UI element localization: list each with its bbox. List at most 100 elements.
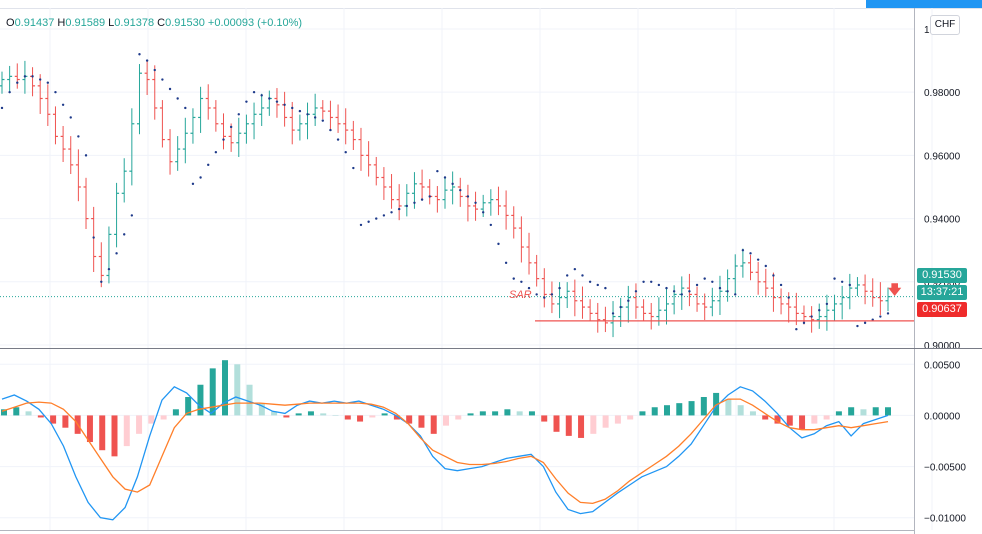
- top-toolbar: [0, 0, 982, 9]
- sar-dot: [558, 286, 561, 290]
- macd-line: [1, 386, 889, 521]
- sar-dot: [833, 277, 836, 280]
- y-tick-label: 0.90000: [924, 341, 961, 352]
- sar-dot: [306, 113, 309, 116]
- sar-dot: [275, 100, 279, 103]
- macd-histogram-bar: [885, 407, 891, 416]
- sar-dot: [161, 78, 164, 81]
- macd-histogram-bar: [443, 415, 449, 426]
- macd-histogram-bar: [418, 415, 425, 428]
- macd-histogram-bar: [835, 411, 842, 416]
- macd-histogram-bar: [811, 415, 818, 424]
- macd-histogram-bar: [848, 407, 855, 416]
- sar-dot: [863, 321, 867, 325]
- sar-dot: [718, 286, 722, 290]
- sar-dot: [145, 59, 149, 62]
- sar-dot: [657, 283, 661, 287]
- sar-dot: [680, 293, 683, 296]
- sar-dot: [321, 119, 324, 122]
- macd-histogram-bar: [25, 411, 32, 416]
- macd-histogram-bar: [528, 411, 535, 416]
- macd-histogram-bar: [799, 415, 806, 430]
- sar-dot: [726, 290, 729, 293]
- sar-dot: [779, 283, 783, 287]
- sar-dot: [107, 267, 111, 271]
- macd-histogram-bar: [762, 415, 769, 420]
- countdown-tag: 13:37:21: [917, 285, 967, 300]
- sar-dot: [634, 290, 638, 293]
- sar-dot: [329, 128, 332, 132]
- macd-histogram-bar: [676, 403, 683, 416]
- sar-dot: [527, 286, 531, 290]
- macd-histogram-bar: [749, 411, 756, 416]
- macd-histogram-bar: [492, 411, 499, 416]
- macd-histogram-bar: [516, 411, 523, 416]
- macd-histogram-bar: [320, 413, 327, 416]
- macd-histogram-bar: [651, 407, 658, 416]
- sar-dot: [16, 81, 19, 84]
- sar-dot: [283, 103, 286, 107]
- sar-dot: [848, 283, 852, 287]
- sar-dot: [176, 97, 179, 100]
- macd-histogram-bar: [283, 415, 290, 418]
- sar-dot: [23, 75, 27, 78]
- sar-dot: [69, 116, 72, 119]
- low-key: L: [108, 17, 115, 29]
- macd-histogram-bar: [172, 409, 179, 416]
- sar-dot: [550, 293, 554, 296]
- sar-dot: [207, 163, 210, 167]
- close-key: C: [157, 17, 166, 29]
- sar-dot: [77, 135, 80, 138]
- sar-dot: [466, 195, 470, 198]
- macd-histogram-bar: [455, 415, 462, 420]
- macd-histogram-bar: [590, 415, 597, 434]
- y-tick-label: 0.94000: [924, 215, 961, 226]
- sar-dot: [879, 315, 882, 318]
- macd-histogram-bar: [700, 397, 707, 416]
- last-price-tag: 0.91530: [917, 268, 967, 283]
- sar-dot: [688, 290, 691, 293]
- change-value: +0.00093 (+0.10%): [207, 17, 303, 29]
- macd-histogram-bar: [467, 413, 474, 416]
- sar-dot: [382, 214, 386, 217]
- sar-dot: [100, 280, 103, 283]
- toolbar-highlight[interactable]: [866, 0, 982, 8]
- sar-dot: [0, 106, 4, 110]
- macd-histogram-bar: [332, 415, 339, 416]
- macd-histogram-bar: [406, 415, 413, 424]
- sar-dot: [31, 75, 34, 78]
- sar-dot: [611, 312, 615, 315]
- sar-dot: [886, 312, 890, 315]
- macd-histogram-bar: [307, 411, 314, 416]
- sar-dot: [481, 211, 485, 214]
- macd-y-tick-label: 0.00500: [924, 360, 961, 371]
- sar-dot: [168, 87, 172, 91]
- signal-line: [1, 398, 889, 505]
- open-key: O: [6, 17, 15, 29]
- y-tick-label: 0.92000: [924, 278, 961, 289]
- macd-histogram-bar: [737, 405, 744, 416]
- sar-dot: [367, 220, 370, 223]
- sar-dot: [245, 100, 248, 103]
- macd-histogram-bar: [369, 415, 376, 418]
- sar-dot: [512, 277, 515, 280]
- sar-dot: [123, 233, 126, 236]
- sar-value-tag: 0.90637: [917, 302, 967, 317]
- currency-button[interactable]: CHF: [930, 15, 960, 35]
- macd-histogram-bar: [62, 415, 69, 428]
- sar-dot: [604, 286, 607, 290]
- sar-dot: [46, 81, 50, 84]
- sar-dot: [268, 97, 271, 100]
- sar-dot: [711, 280, 714, 283]
- sar-dot: [428, 195, 431, 198]
- sar-dot: [489, 223, 493, 227]
- macd-histogram-bar: [430, 415, 437, 434]
- sar-dot: [138, 53, 141, 56]
- sar-dot: [581, 274, 584, 277]
- sar-dot: [229, 125, 233, 129]
- macd-histogram-bar: [602, 415, 609, 428]
- macd-histogram-bar: [185, 397, 192, 416]
- sar-dot: [92, 236, 95, 239]
- sar-dot: [352, 166, 355, 170]
